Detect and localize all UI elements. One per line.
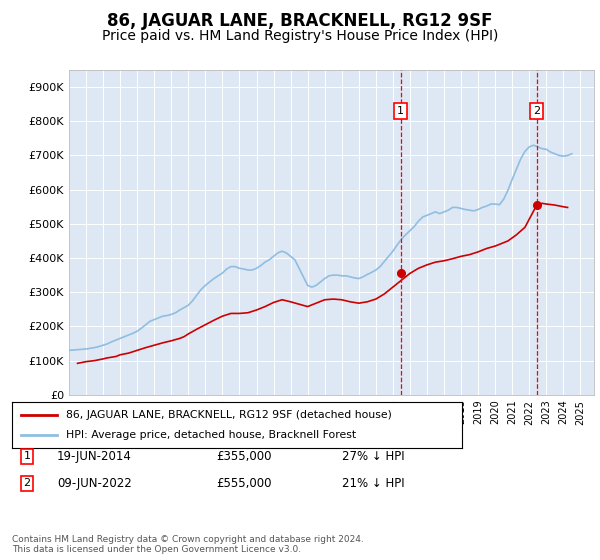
Text: 1: 1 bbox=[397, 106, 404, 116]
Text: 1: 1 bbox=[23, 451, 31, 461]
Text: 09-JUN-2022: 09-JUN-2022 bbox=[57, 477, 132, 490]
Text: 27% ↓ HPI: 27% ↓ HPI bbox=[342, 450, 404, 463]
Text: 21% ↓ HPI: 21% ↓ HPI bbox=[342, 477, 404, 490]
Text: Contains HM Land Registry data © Crown copyright and database right 2024.
This d: Contains HM Land Registry data © Crown c… bbox=[12, 535, 364, 554]
Text: 86, JAGUAR LANE, BRACKNELL, RG12 9SF (detached house): 86, JAGUAR LANE, BRACKNELL, RG12 9SF (de… bbox=[66, 410, 392, 420]
Text: Price paid vs. HM Land Registry's House Price Index (HPI): Price paid vs. HM Land Registry's House … bbox=[102, 29, 498, 44]
Text: £555,000: £555,000 bbox=[216, 477, 271, 490]
Text: 86, JAGUAR LANE, BRACKNELL, RG12 9SF: 86, JAGUAR LANE, BRACKNELL, RG12 9SF bbox=[107, 12, 493, 30]
Text: £355,000: £355,000 bbox=[216, 450, 271, 463]
Text: 2: 2 bbox=[533, 106, 540, 116]
Text: 19-JUN-2014: 19-JUN-2014 bbox=[57, 450, 132, 463]
Text: HPI: Average price, detached house, Bracknell Forest: HPI: Average price, detached house, Brac… bbox=[66, 430, 356, 440]
Text: 2: 2 bbox=[23, 478, 31, 488]
